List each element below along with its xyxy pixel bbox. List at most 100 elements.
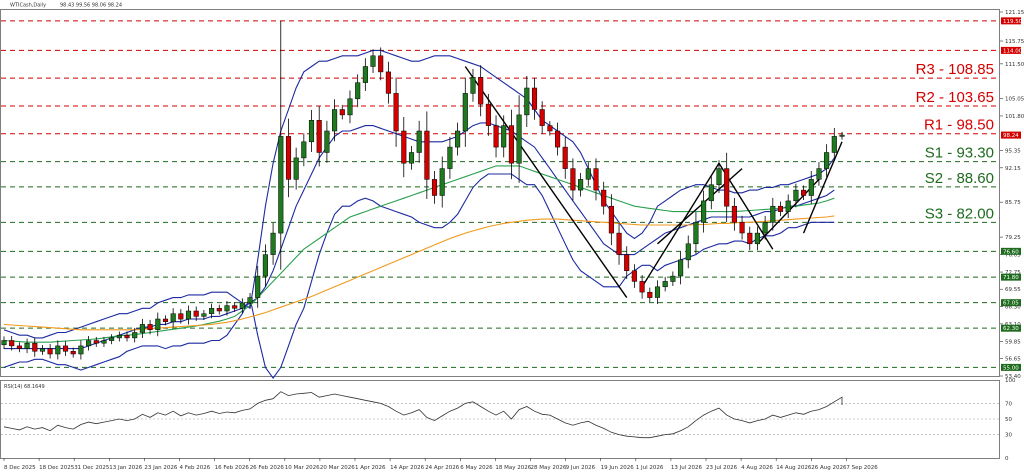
candle-body (39, 348, 46, 352)
price-tick-label: 115.75 (1005, 39, 1024, 45)
candle-body (431, 179, 438, 196)
trendline (802, 141, 843, 234)
candle-body (777, 205, 784, 212)
candle-body (631, 270, 637, 282)
candle-body (501, 125, 507, 148)
candle-body (562, 146, 568, 169)
candle-body (808, 179, 814, 196)
rsi-panel-frame (0, 380, 1000, 459)
time-tick-label: 4 Feb 2026 (180, 465, 211, 471)
time-tick-label: 8 Dec 2025 (4, 465, 36, 471)
time-tick-label: 26 Aug 2026 (811, 465, 847, 471)
level-label-r2: R2 - 103.65 (916, 89, 994, 106)
time-tick-label: 28 May 2026 (531, 465, 567, 471)
candle-body (86, 340, 92, 347)
trendlines (464, 66, 843, 298)
price-tag-box (1001, 17, 1021, 25)
candle-body (654, 286, 661, 298)
candle-body (347, 98, 353, 116)
candle-body (216, 308, 222, 312)
horizontal-level-lines (1, 20, 999, 368)
candle-body (601, 189, 607, 207)
price-tag-label: 55.00 (1003, 365, 1019, 371)
rsi-tick-label: 70 (1005, 401, 1012, 407)
time-tick-label: 1 Apr 2026 (355, 465, 386, 471)
candle-body (708, 184, 714, 202)
candle-body (293, 157, 299, 180)
price-tick-label: 121.15 (1005, 10, 1024, 16)
time-tick-label: 19 Jun 2026 (601, 465, 635, 471)
ohlc-label: 98.43 99.56 98.06 98.24 (60, 3, 122, 9)
candle-body (408, 152, 415, 164)
time-tick-label: 24 Apr 2026 (425, 465, 460, 471)
candle-body (670, 275, 676, 282)
candle-body (816, 168, 822, 180)
price-tags: 119.50 114.00 76.60 71.80 67.05 62.30 55.00 98.… (1001, 17, 1023, 371)
candle-body (24, 342, 30, 349)
price-tick-label: 95.35 (1005, 149, 1021, 155)
time-tick-label: 20 Mar 2026 (320, 465, 355, 471)
candle-body (308, 120, 315, 143)
candles (1, 20, 845, 360)
candle-body (824, 152, 830, 169)
candle-body (585, 168, 591, 180)
price-tag-label: 114.00 (1003, 48, 1023, 54)
candle-body (793, 189, 799, 202)
candle-body (32, 342, 38, 352)
candle-body (362, 66, 368, 83)
candle-body (493, 125, 499, 148)
price-tick-label: 56.65 (1005, 357, 1021, 363)
level-label-s1: S1 - 93.30 (925, 145, 994, 162)
candle-body (339, 109, 345, 116)
candle-body (547, 125, 553, 132)
candle-body (255, 275, 261, 298)
candle-body (401, 130, 407, 164)
last-price-box (1001, 131, 1021, 139)
candle-body (278, 136, 284, 234)
candle-body (578, 179, 584, 191)
time-axis-ticks: 8 Dec 2025 18 Dec 2025 31 Dec 2025 13 Jan 2… (3, 458, 878, 471)
time-tick-label: 10 Mar 2026 (285, 465, 320, 471)
candle-body (439, 168, 445, 196)
candle-body (124, 334, 130, 339)
level-label-s2: S2 - 88.60 (925, 170, 994, 187)
candle-body (593, 168, 599, 191)
candle-body (455, 130, 461, 148)
candle-body (539, 109, 545, 126)
candle-body (385, 71, 391, 94)
candle-body (132, 332, 138, 339)
price-tag-label: 119.50 (1003, 19, 1023, 25)
candle-body (162, 318, 169, 322)
candle-body (316, 120, 322, 153)
candle-body (785, 200, 791, 212)
price-tag-box (1001, 247, 1021, 255)
candle-body (178, 313, 184, 320)
candle-body (47, 348, 53, 355)
price-tag-box (1001, 46, 1021, 54)
rsi-line (3, 391, 843, 439)
candle-body (201, 313, 207, 317)
time-tick-label: 14 Aug 2026 (776, 465, 812, 471)
candle-body (70, 351, 76, 355)
price-tick-label: 69.55 (1005, 287, 1021, 293)
candle-body (1, 340, 7, 346)
candle-body (701, 200, 707, 223)
candle-body (139, 324, 145, 333)
candle-body (839, 134, 845, 137)
candle-body (478, 77, 484, 105)
time-tick-label: 31 Dec 2025 (74, 465, 110, 471)
candle-body (170, 313, 176, 323)
candle-body (355, 82, 361, 100)
rsi-axis-ticks: 100 70 50 30 0 (1005, 378, 1016, 462)
candle-body (262, 254, 268, 277)
candle-body (747, 232, 753, 245)
candle-body (716, 168, 722, 185)
candle-body (324, 130, 330, 153)
candle-body (831, 136, 837, 153)
trendline (641, 162, 720, 288)
price-tag-box (1001, 299, 1021, 307)
price-tag-label: 67.05 (1003, 301, 1019, 307)
candle-body (209, 308, 215, 314)
candle-body (393, 93, 399, 132)
candle-body (608, 205, 614, 234)
